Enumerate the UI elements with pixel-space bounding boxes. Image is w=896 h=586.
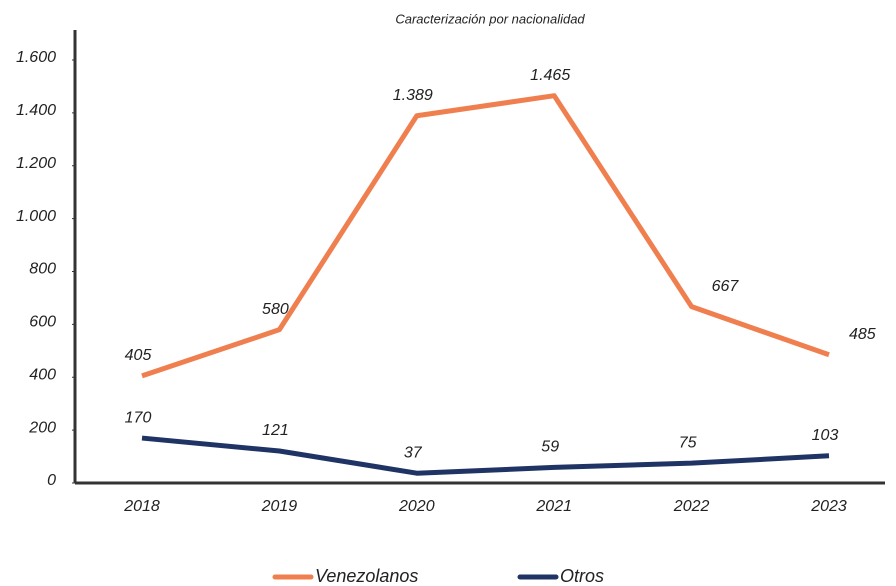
y-tick-label: 800 bbox=[29, 261, 56, 278]
data-label: 75 bbox=[679, 434, 697, 451]
y-tick-label: 200 bbox=[28, 419, 56, 436]
series-line bbox=[141, 435, 830, 476]
y-tick-label: 1.000 bbox=[16, 208, 56, 225]
data-label: 103 bbox=[812, 427, 839, 444]
data-label: 405 bbox=[125, 347, 152, 364]
data-label: 485 bbox=[849, 326, 876, 343]
chart-title: Caracterización por nacionalidad bbox=[395, 11, 585, 26]
x-tick-label: 2021 bbox=[535, 498, 572, 515]
legend-label: Venezolanos bbox=[315, 566, 418, 586]
y-tick-label: 400 bbox=[29, 366, 56, 383]
data-label: 580 bbox=[262, 301, 289, 318]
x-tick-label: 2018 bbox=[123, 498, 160, 515]
x-tick-label: 2022 bbox=[673, 498, 710, 515]
data-label: 170 bbox=[125, 409, 152, 426]
x-tick-label: 2023 bbox=[810, 498, 847, 515]
y-tick-label: 600 bbox=[29, 314, 56, 331]
y-tick-label: 0 bbox=[47, 472, 56, 489]
series-line bbox=[141, 93, 830, 379]
data-label: 1.389 bbox=[393, 87, 433, 104]
data-label: 59 bbox=[541, 439, 559, 456]
data-label: 667 bbox=[712, 278, 740, 295]
x-tick-label: 2019 bbox=[261, 498, 298, 515]
y-tick-label: 1.600 bbox=[16, 49, 56, 66]
x-tick-label: 2020 bbox=[398, 498, 435, 515]
y-tick-label: 1.200 bbox=[16, 155, 56, 172]
data-label: 1.465 bbox=[530, 67, 570, 84]
data-label: 37 bbox=[404, 444, 423, 461]
data-label: 121 bbox=[262, 422, 289, 439]
legend-label: Otros bbox=[560, 566, 604, 586]
y-tick-label: 1.400 bbox=[16, 102, 56, 119]
